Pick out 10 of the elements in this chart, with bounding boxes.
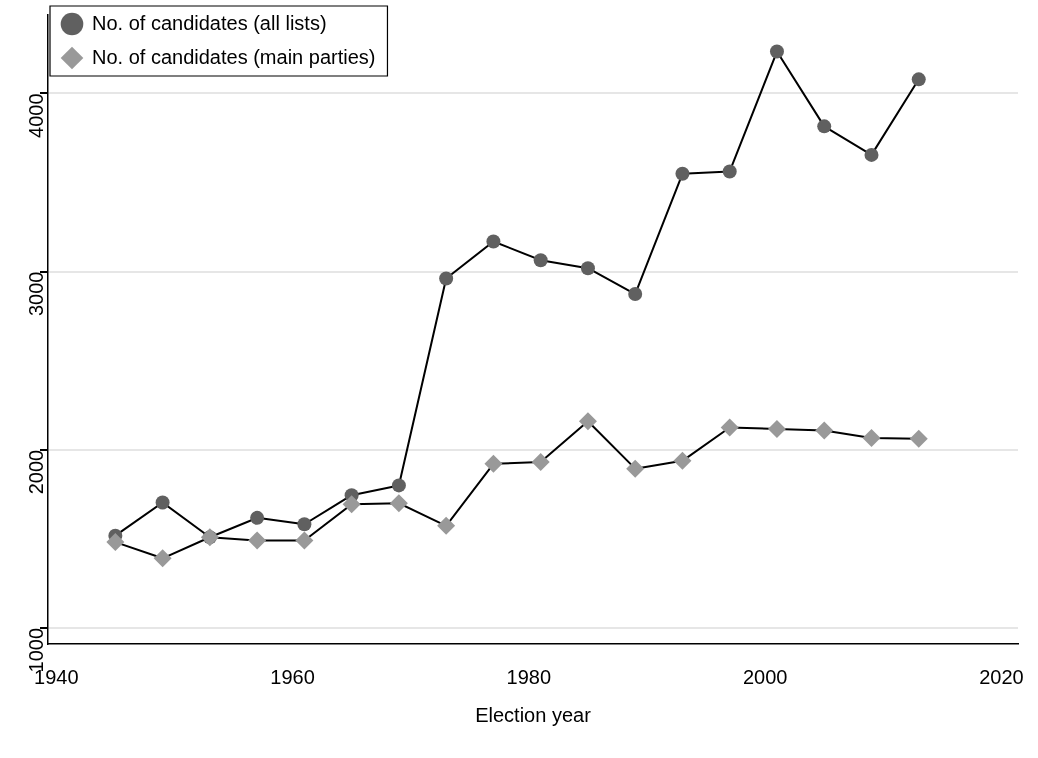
y-tick-label: 4000 [24, 93, 47, 138]
x-tick-label: 2000 [742, 665, 788, 688]
y-tick-label: 3000 [24, 271, 47, 317]
x-tick-label: 1960 [270, 665, 315, 688]
legend-label: No. of candidates (all lists) [92, 11, 327, 34]
y-tick-label: 2000 [24, 449, 47, 495]
x-axis-title: Election year [475, 703, 592, 726]
x-tick-label: 1980 [506, 665, 552, 688]
legend-label: No. of candidates (main parties) [92, 45, 376, 68]
x-tick-label: 2020 [979, 665, 1024, 688]
